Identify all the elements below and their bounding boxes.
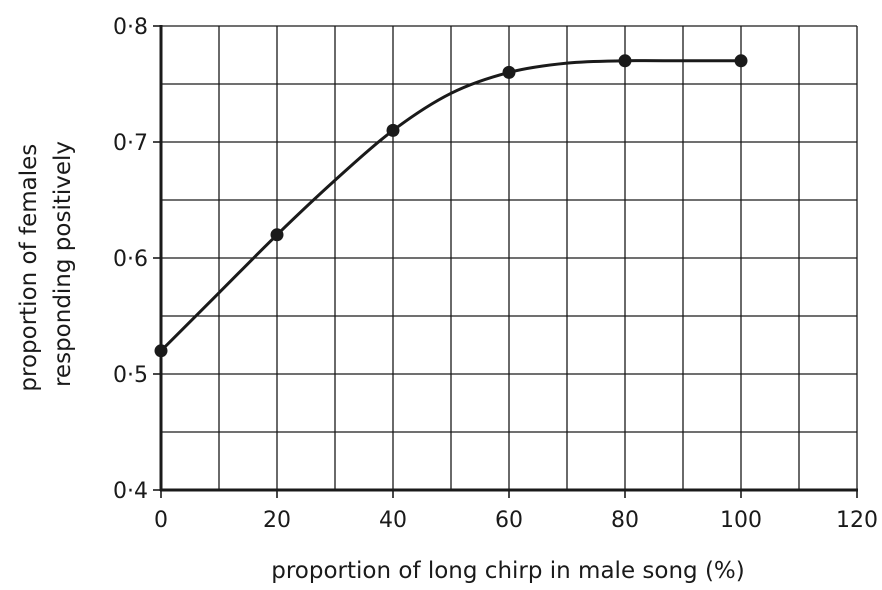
series-line (159, 59, 743, 353)
x-tick-label: 80 (611, 508, 639, 533)
x-tick-label: 100 (720, 508, 762, 533)
ticks (153, 25, 858, 498)
data-point (386, 123, 400, 137)
y-axis-title-line-2: responding positively (50, 141, 76, 387)
y-tick-label: 0·4 (113, 479, 148, 504)
y-tick-label: 0·6 (113, 247, 148, 272)
data-point (734, 54, 748, 68)
grid (161, 25, 858, 490)
data-point (618, 54, 632, 68)
y-axis-title-line-1: proportion of females (16, 144, 42, 392)
data-point (502, 65, 516, 79)
y-tick-label: 0·5 (113, 363, 148, 388)
x-tick-label: 0 (154, 508, 168, 533)
data-point (154, 344, 168, 358)
tick-labels: 0 20 40 60 80 100 120 0·4 0·5 0·6 0·7 0·8 (113, 15, 878, 533)
x-tick-label: 20 (263, 508, 291, 533)
series-layer (154, 54, 748, 358)
y-tick-label: 0·7 (113, 131, 148, 156)
data-point (270, 228, 284, 242)
x-tick-label: 40 (379, 508, 407, 533)
y-axis-title: proportion of females responding positiv… (16, 136, 76, 391)
x-tick-label: 60 (495, 508, 523, 533)
x-tick-label: 120 (836, 508, 878, 533)
x-axis-title: proportion of long chirp in male song (%… (271, 558, 745, 584)
y-tick-label: 0·8 (113, 15, 148, 40)
